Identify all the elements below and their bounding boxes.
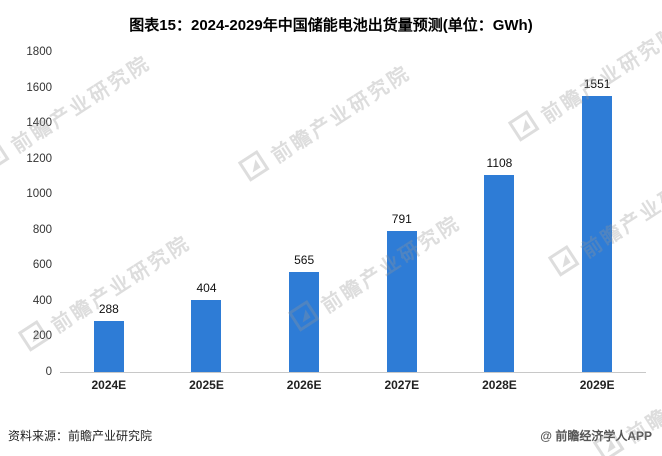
bar-slot: 791 (353, 212, 450, 372)
bar-value-label: 1551 (583, 77, 611, 92)
y-tick-label: 1200 (26, 152, 52, 165)
bar-value-label: 404 (196, 281, 217, 296)
bar-2024E (93, 320, 124, 372)
bar-2028E (484, 175, 515, 372)
bar-slot: 565 (256, 253, 353, 372)
bar-slot: 288 (60, 302, 157, 372)
y-tick-label: 400 (32, 294, 52, 307)
bar-value-label: 288 (98, 301, 119, 316)
y-tick-label: 600 (32, 259, 52, 272)
bar-slot: 404 (158, 281, 255, 372)
bar-chart: 0 200 400 600 800 1000 1200 1400 1600 1800 288 404… (0, 38, 662, 392)
y-tick-label: 0 (45, 366, 52, 378)
bar-slot: 1108 (451, 156, 548, 372)
credit-note: @ 前瞻经济学人APP (540, 429, 652, 443)
bar-value-label: 791 (391, 212, 412, 227)
bar-2026E (289, 271, 320, 372)
x-tick-label: 2026E (286, 378, 322, 392)
chart-title: 图表15：2024-2029年中国储能电池出货量预测(单位：GWh) (129, 17, 533, 34)
bars: 288 404 565 791 1108 1551 (60, 52, 646, 372)
plot-area: 288 404 565 791 1108 1551 (60, 52, 646, 373)
bar-slot: 1551 (549, 77, 646, 372)
y-tick-label: 1600 (26, 81, 52, 94)
source-note: 资料来源：前瞻产业研究院 (8, 429, 153, 443)
x-tick-label: 2025E (189, 378, 224, 392)
bar-2027E (386, 231, 417, 372)
y-tick-label: 200 (32, 330, 52, 343)
y-tick-label: 1400 (26, 117, 52, 130)
y-tick-label: 1000 (26, 188, 52, 201)
x-tick-label: 2028E (482, 378, 517, 392)
bar-value-label: 565 (294, 252, 315, 267)
bar-2025E (191, 300, 222, 372)
x-tick-label: 2029E (579, 378, 615, 392)
x-axis: 2024E 2025E 2026E 2027E 2028E 2029E (60, 378, 646, 392)
y-tick-label: 800 (32, 223, 52, 236)
bar-value-label: 1108 (486, 156, 513, 170)
bar-2029E (582, 96, 613, 372)
x-tick-label: 2027E (384, 378, 420, 392)
y-axis: 0 200 400 600 800 1000 1200 1400 1600 1800 (10, 46, 52, 378)
y-tick-label: 1800 (26, 46, 52, 58)
x-tick-label: 2024E (91, 378, 127, 392)
